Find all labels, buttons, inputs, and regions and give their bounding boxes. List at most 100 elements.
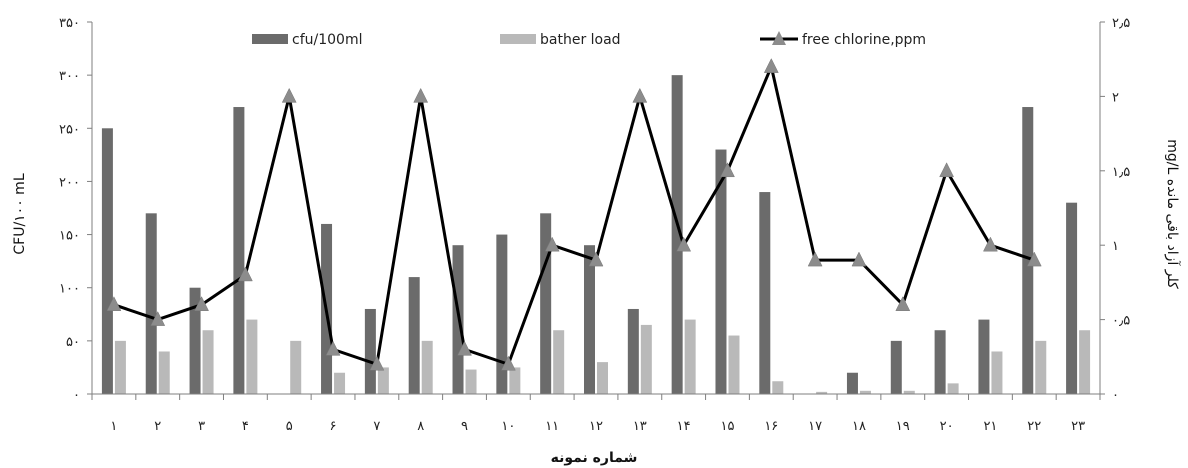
bar-cfu-4 <box>233 107 245 395</box>
bar-bather-load-20 <box>947 383 959 394</box>
x-tick-label: ۱۷ <box>808 419 822 434</box>
bar-bather-load-6 <box>334 372 346 394</box>
y-right-tick-label: ۲٫۵ <box>1112 16 1130 31</box>
x-tick-label: ۱۹ <box>896 419 910 434</box>
legend: cfu/100ml bather load free chlorine,ppm <box>252 31 926 48</box>
bar-cfu-21 <box>978 319 990 394</box>
x-tick-label: ۸ <box>417 419 424 434</box>
x-tick-label: ۹ <box>461 419 468 434</box>
y-left-tick-label: ۱۵۰ <box>59 229 80 244</box>
bar-cfu-8 <box>408 277 420 394</box>
chlorine-marker-18 <box>851 251 867 267</box>
y-axis-right-title: کلر آزاد باقی مانده mg/L <box>1164 139 1181 289</box>
y-axis-left-title: CFU/۱۰۰ mL <box>12 173 28 254</box>
chlorine-marker-9 <box>457 340 472 356</box>
bar-bather-load-16 <box>772 381 784 394</box>
bar-bather-load-17 <box>816 391 828 394</box>
x-tick-label: ۱۶ <box>764 419 778 434</box>
bar-cfu-18 <box>846 372 858 394</box>
bar-bather-load-7 <box>377 367 389 394</box>
x-tick-label: ۱۴ <box>677 419 691 434</box>
x-tick-label: ۲ <box>154 419 161 434</box>
y-left-tick-label: ۱۰۰ <box>59 282 80 297</box>
legend-label: cfu/100ml <box>292 32 362 48</box>
legend-swatch-marker <box>772 31 786 45</box>
chlorine-line <box>113 61 1035 367</box>
legend-swatch-cfu <box>252 34 288 44</box>
bar-cfu-13 <box>627 308 639 394</box>
bar-bather-load-9 <box>465 369 477 394</box>
x-tick-label: ۱۳ <box>633 419 647 434</box>
legend-swatch-bather-load <box>500 34 536 44</box>
bar-cfu-7 <box>364 308 376 394</box>
bar-bather-load-2 <box>158 351 170 394</box>
chlorine-marker-1 <box>106 296 122 311</box>
y-left-tick-label: ۲۵۰ <box>59 122 80 137</box>
chlorine-marker-22 <box>1026 251 1042 267</box>
bar-cfu-15 <box>715 149 727 394</box>
bar-cfu-12 <box>584 245 595 394</box>
y-left-tick-label: ۰ <box>73 388 80 403</box>
chlorine-marker-17 <box>807 251 823 267</box>
chlorine-marker-6 <box>325 340 341 356</box>
bar-bather-load-21 <box>991 351 1003 394</box>
bar-bather-load-14 <box>684 319 696 394</box>
line-layer <box>106 58 1042 371</box>
x-tick-label: ۲۲ <box>1027 419 1041 434</box>
chlorine-marker-15 <box>720 162 735 178</box>
bar-cfu-19 <box>890 340 902 394</box>
chlorine-marker-8 <box>413 87 429 103</box>
x-tick-label: ۷ <box>373 419 380 434</box>
legend-label: bather load <box>540 32 621 48</box>
x-axis-title: شماره نمونه <box>551 450 638 466</box>
x-tick-label: ۳ <box>198 419 205 434</box>
bar-bather-load-3 <box>202 330 214 394</box>
x-tick-label: ۶ <box>330 419 337 434</box>
legend-label: free chlorine,ppm <box>802 32 926 48</box>
bar-cfu-2 <box>145 213 157 394</box>
chlorine-marker-12 <box>588 251 604 267</box>
bar-cfu-14 <box>671 75 683 395</box>
chlorine-marker-10 <box>500 355 516 371</box>
bar-bather-load-18 <box>859 390 871 394</box>
chlorine-marker-14 <box>676 236 692 252</box>
bar-bather-load-19 <box>903 390 915 394</box>
x-tick-label: ۱۸ <box>852 419 866 434</box>
bar-bather-load-22 <box>1035 340 1047 394</box>
y-left-tick-label: ۲۰۰ <box>59 175 80 190</box>
x-tick-label: ۱۰ <box>501 419 515 434</box>
y-right-tick-label: ۰ <box>1112 388 1119 403</box>
chlorine-marker-7 <box>369 355 385 371</box>
bar-cfu-16 <box>759 192 771 394</box>
bar-cfu-20 <box>934 330 946 394</box>
y-right-tick-label: ۱٫۵ <box>1112 165 1130 180</box>
x-tick-label: ۱۵ <box>720 419 734 434</box>
chlorine-marker-3 <box>194 296 209 311</box>
x-tick-label: ۱۱ <box>545 419 559 434</box>
x-tick-label: ۵ <box>286 419 293 434</box>
x-tick-label: ۱۲ <box>589 419 603 434</box>
chlorine-marker-19 <box>895 296 911 311</box>
bar-bather-load-1 <box>114 340 126 394</box>
bar-cfu-11 <box>540 213 552 394</box>
bar-cfu-23 <box>1066 202 1078 394</box>
bars-layer <box>101 75 1091 395</box>
bar-bather-load-4 <box>246 319 258 394</box>
chlorine-marker-4 <box>237 266 253 282</box>
chlorine-marker-2 <box>150 311 166 326</box>
y-left-tick-label: ۳۰۰ <box>59 69 80 84</box>
x-tick-label: ۲۰ <box>940 419 954 434</box>
bar-cfu-10 <box>496 234 508 394</box>
bar-cfu-1 <box>101 128 113 395</box>
x-tick-label: ۲۳ <box>1071 419 1085 434</box>
chlorine-marker-11 <box>544 236 560 252</box>
bar-cfu-3 <box>189 287 201 394</box>
bar-bather-load-11 <box>553 330 565 394</box>
bar-bather-load-8 <box>421 340 433 394</box>
x-tick-label: ۲۱ <box>983 419 997 434</box>
chlorine-marker-20 <box>939 162 955 178</box>
bar-bather-load-12 <box>597 362 608 394</box>
chlorine-marker-21 <box>983 236 998 252</box>
